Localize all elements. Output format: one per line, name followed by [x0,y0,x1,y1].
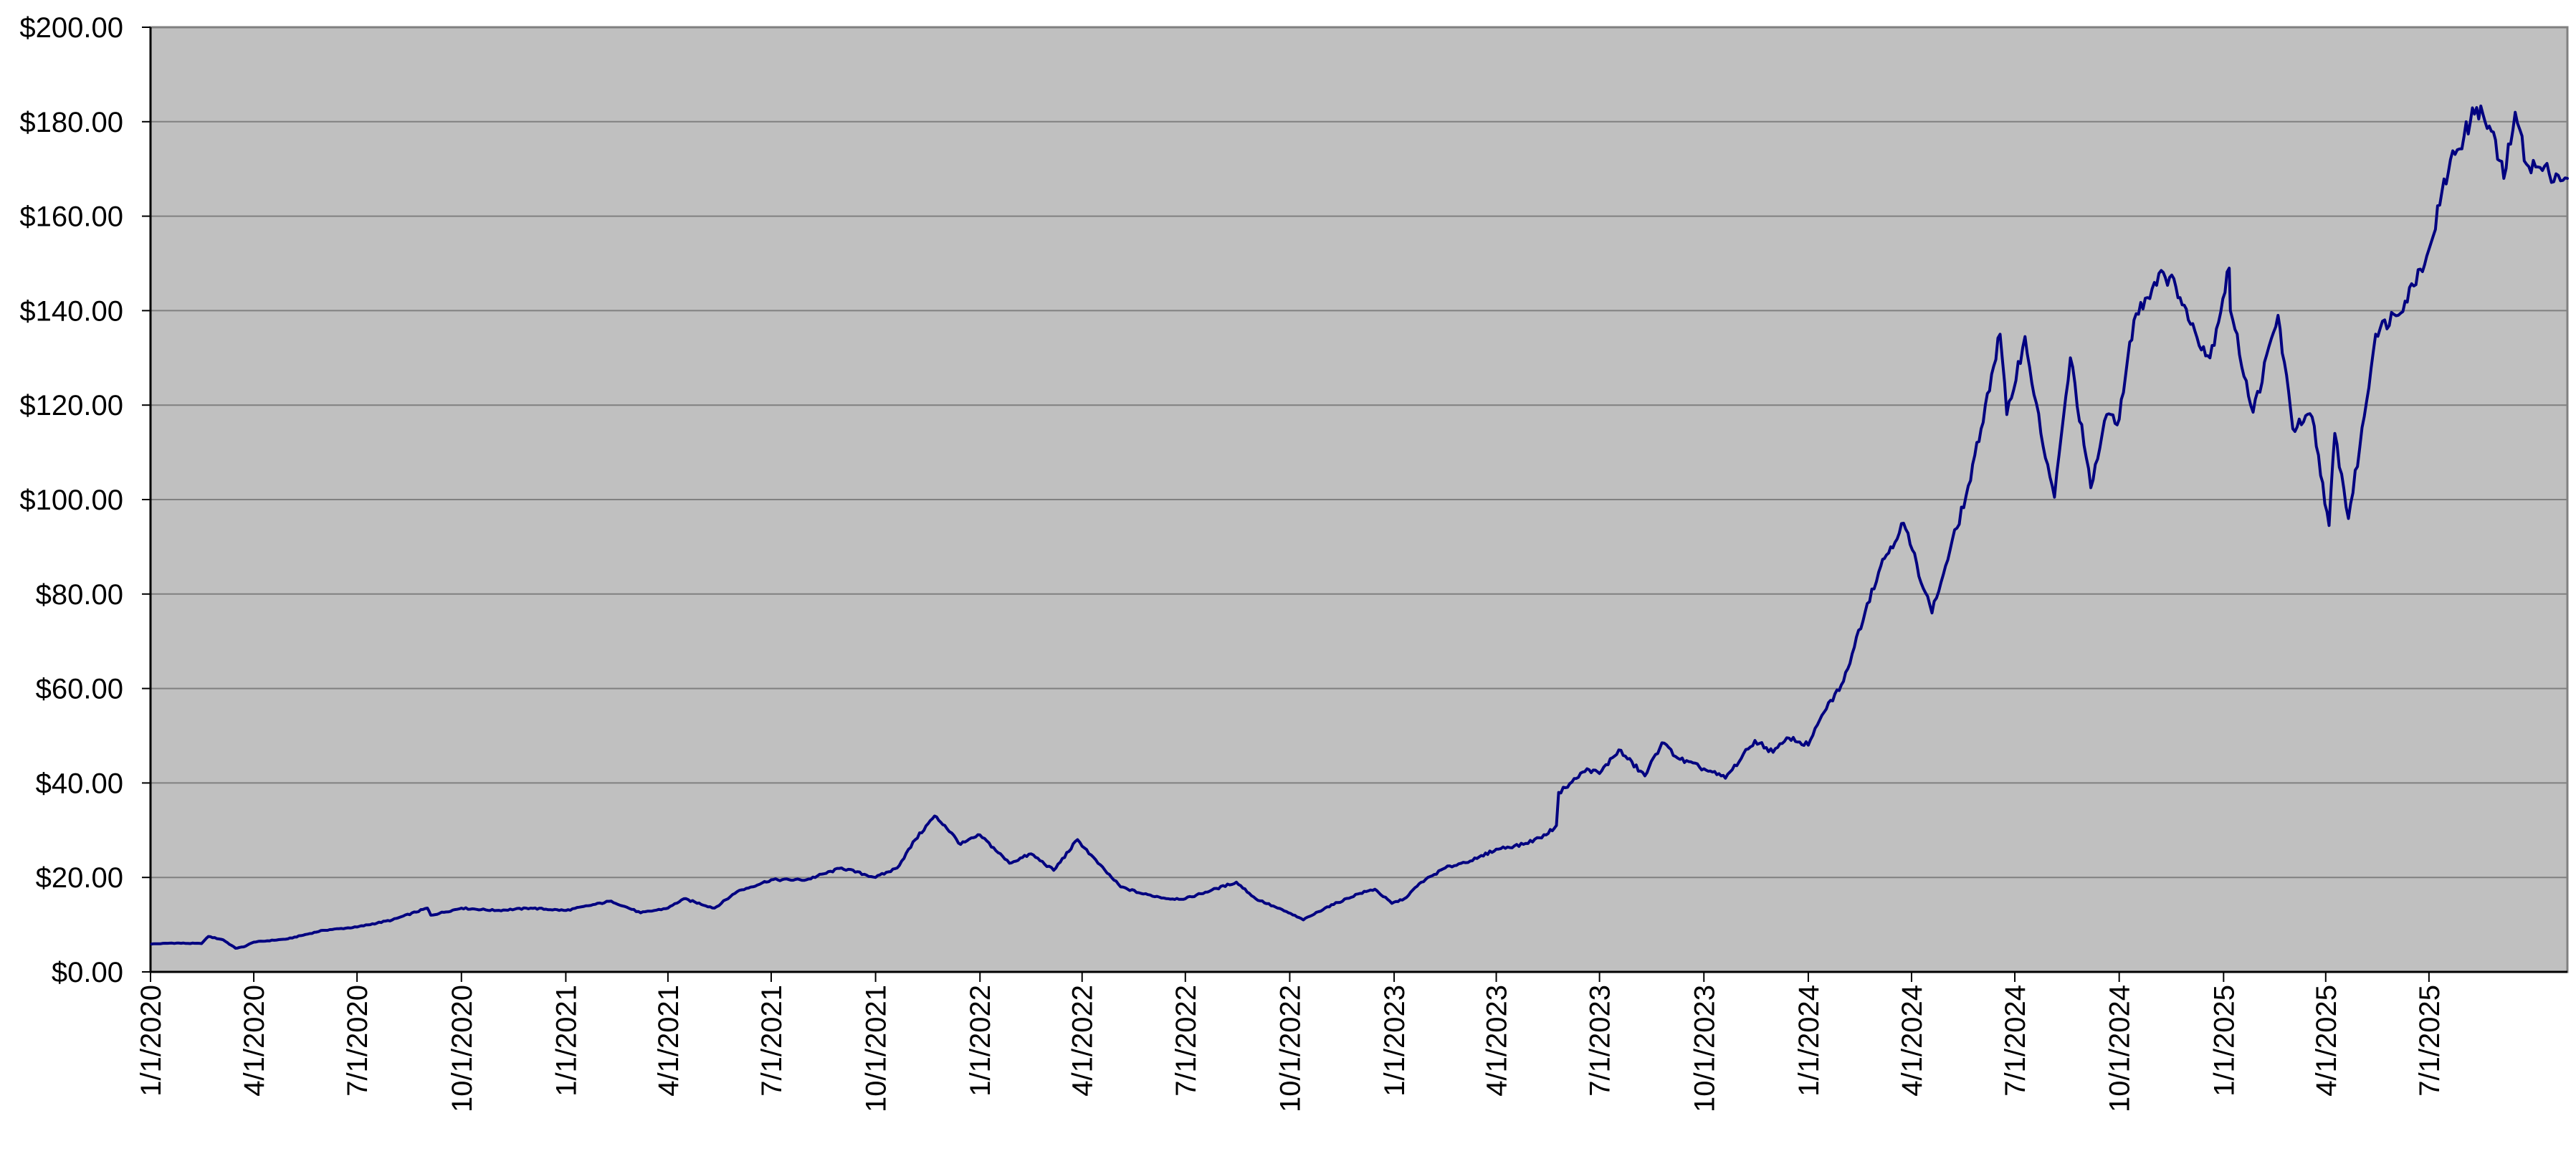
x-tick-label: 10/1/2024 [2104,985,2136,1112]
horizontal-gridlines [151,120,2567,879]
y-tick-label: $160.00 [19,201,123,233]
y-tick-label: $120.00 [19,390,123,421]
x-tick-label: 1/1/2021 [550,985,582,1097]
y-tick-label: $80.00 [36,579,123,611]
x-tick-label: 1/1/2022 [965,985,996,1097]
x-tick-label: 4/1/2024 [1897,985,1928,1097]
x-tick-label: 7/1/2024 [2000,985,2031,1097]
y-axis: $0.00 $20.00 $40.00 $60.00 $80.00 $100.00 $120… [19,12,152,988]
y-tick-label: $180.00 [19,107,123,138]
y-tick-label: $60.00 [36,674,123,705]
x-tick-label: 10/1/2020 [447,985,478,1112]
x-tick-label: 7/1/2020 [342,985,373,1097]
x-tick-label: 4/1/2020 [239,985,270,1097]
y-tick-label: $200.00 [19,12,123,44]
x-tick-label: 7/1/2025 [2414,985,2446,1097]
x-tick-label: 10/1/2021 [861,985,892,1112]
x-tick-label: 4/1/2023 [1482,985,1513,1097]
x-tick-label: 1/1/2020 [135,985,167,1097]
x-tick-label: 7/1/2022 [1170,985,1202,1097]
price-series-line [150,104,2569,950]
y-tick-label: $0.00 [52,957,123,988]
x-tick-label: 4/1/2025 [2311,985,2342,1097]
x-tick-label: 4/1/2021 [653,985,684,1097]
x-tick-label: 10/1/2022 [1274,985,1306,1112]
x-tick-label: 7/1/2021 [756,985,788,1097]
x-tick-label: 7/1/2023 [1585,985,1616,1097]
x-tick-label: 1/1/2023 [1379,985,1411,1097]
x-tick-label: 1/1/2025 [2208,985,2240,1097]
y-tick-label: $20.00 [36,862,123,894]
x-axis: 1/1/2020 4/1/2020 7/1/2020 10/1/2020 1/1/202… [135,970,2567,1112]
y-tick-label: $140.00 [19,295,123,327]
y-tick-label: $100.00 [19,485,123,516]
price-series [150,104,2569,950]
x-tick-label: 10/1/2023 [1689,985,1720,1112]
x-tick-label: 1/1/2024 [1793,985,1825,1097]
x-tick-label: 4/1/2022 [1067,985,1099,1097]
y-tick-label: $40.00 [36,768,123,799]
